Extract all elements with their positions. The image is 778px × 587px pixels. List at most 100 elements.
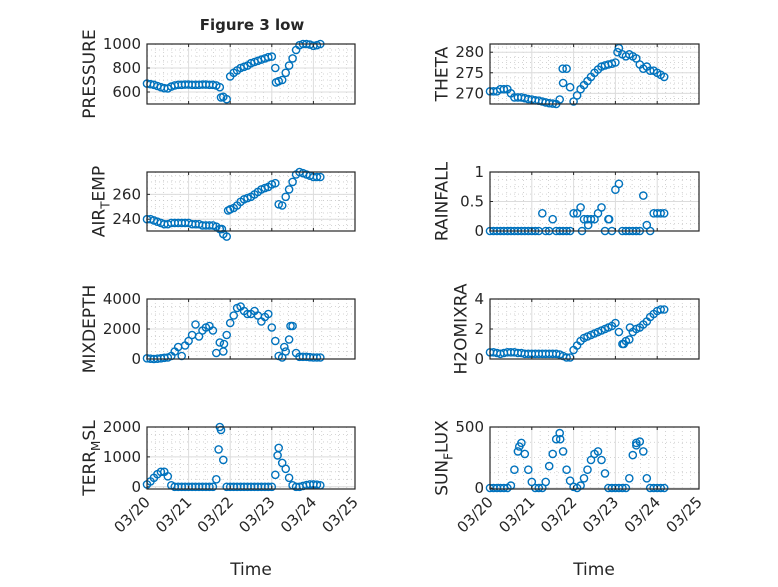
data-point [659,483,669,493]
data-point [548,449,558,459]
data-point [639,447,648,456]
y-tick-label: 0 [474,222,484,240]
y-tick-label: 0 [474,350,484,368]
x-tick-label: 03/25 [663,493,706,536]
data-point [215,82,225,92]
data-point [284,473,294,483]
x-tick-label: 03/21 [495,493,538,536]
data-point [548,214,558,224]
y-axis-label: SUNFLUX [433,420,456,496]
data-point [243,309,252,319]
data-point [222,232,231,241]
data-point [614,327,624,337]
y-tick-label: 2 [474,320,484,338]
data-point [263,309,273,319]
data-point [625,473,634,483]
data-point [281,192,291,202]
data-point [315,172,325,182]
data-point [642,473,652,483]
y-tick-label: 500 [455,418,484,436]
y-axis-label: THETA [433,46,453,102]
data-point [604,214,614,224]
data-point [267,482,277,492]
axes-box [489,171,700,232]
data-point [555,434,565,444]
x-tick-label: 03/24 [277,493,320,536]
data-point [218,455,228,465]
data-point [216,93,226,102]
data-point [270,63,280,73]
axes-box [146,298,356,360]
y-axis-label: TERRMSL [80,420,103,497]
data-point [614,179,624,189]
data-point [555,428,565,438]
data-point [217,224,227,234]
data-point [569,97,578,106]
data-point [208,326,218,335]
data-point [613,47,622,57]
data-point [639,191,648,200]
data-point [222,330,231,340]
y-tick-label: 260 [112,185,141,203]
data-point [281,347,291,356]
data-point [562,64,571,73]
y-tick-label: 280 [455,43,484,61]
data-point [558,78,568,88]
data-point [583,220,593,230]
y-tick-label: 1000 [103,448,141,466]
data-point [222,94,231,104]
data-point [219,339,229,349]
y-axis-label: MIXDEPTH [80,285,100,374]
data-point [288,177,297,187]
y-tick-label: 4 [474,290,484,308]
data-point [270,336,280,346]
data-point [597,455,606,465]
x-tick-label: 03/23 [235,493,278,536]
x-tick-label: 03/25 [319,493,362,536]
data-point [267,52,277,61]
axes-background [147,427,355,489]
data-point [569,208,578,218]
data-point [565,82,575,92]
data-point [541,477,551,487]
x-tick-label: 03/21 [152,493,195,536]
data-point [621,483,631,493]
axes-box [489,43,700,105]
data-point [583,465,592,475]
data-point [562,465,571,475]
data-point [279,342,289,352]
data-point [281,464,291,474]
x-axis-label-right: Time [572,560,615,580]
x-tick-label: 03/22 [537,493,580,536]
y-tick-label: 2000 [103,418,141,436]
data-point [205,482,214,492]
data-point [273,451,282,460]
data-point [177,351,186,361]
data-point [208,482,218,492]
axes-box [146,171,356,232]
y-tick-label: 800 [112,59,141,77]
data-point [656,305,666,314]
data-point [576,203,585,212]
data-point [625,323,635,332]
data-point [538,208,547,218]
data-point [659,305,669,314]
x-tick-label: 03/24 [621,493,664,536]
y-tick-label: 270 [455,84,484,102]
data-point [656,208,666,218]
data-point [281,68,291,78]
x-tick-label: 03/20 [111,493,154,536]
data-point [625,335,634,344]
data-point [628,450,638,460]
data-point [223,206,233,215]
axes-box [489,426,700,490]
y-tick-label: 240 [112,210,141,228]
y-tick-label: 0 [474,479,484,497]
data-point [586,455,596,465]
